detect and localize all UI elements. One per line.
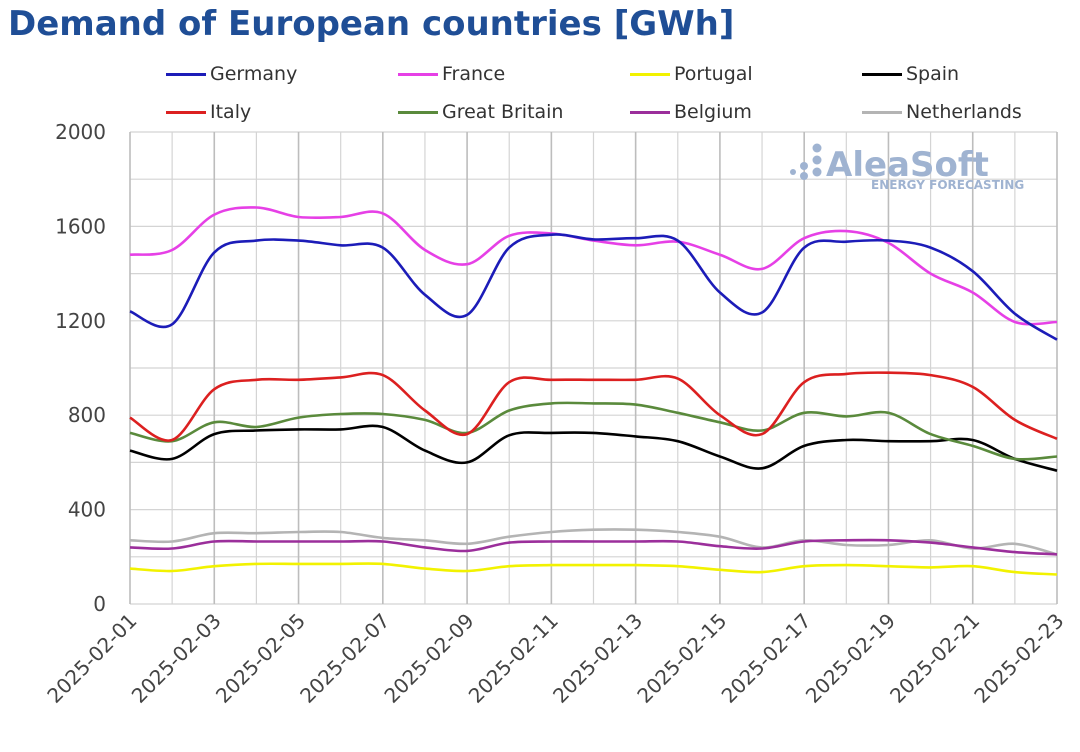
x-tick-label: 2025-02-21 [885, 609, 984, 708]
series-line-germany [129, 233, 1058, 341]
y-tick-label: 1200 [55, 309, 106, 333]
y-tick-label: 0 [93, 592, 106, 616]
legend-label: Portugal [674, 63, 753, 85]
legend-label: Spain [906, 63, 960, 85]
x-tick-label: 2025-02-03 [127, 609, 226, 708]
series-lines [129, 206, 1058, 576]
chart-legend: Germany France Portugal Spain Italy Great Bri… [0, 60, 1080, 130]
legend-swatch [862, 110, 902, 114]
x-tick-label: 2025-02-01 [42, 609, 141, 708]
legend-swatch [166, 110, 206, 114]
legend-item: Spain [862, 62, 959, 86]
x-tick-label: 2025-02-13 [548, 609, 647, 708]
watermark-dot-icon [800, 172, 808, 180]
watermark-brand: AleaSoft [826, 145, 989, 185]
watermark: AleaSoft ENERGY FORECASTING [790, 143, 1024, 192]
chart-title: Demand of European countries [GWh] [8, 4, 735, 44]
legend-swatch [398, 110, 438, 114]
x-tick-label: 2025-02-07 [295, 609, 394, 708]
series-line-portugal [129, 562, 1058, 576]
legend-item: Belgium [630, 100, 752, 124]
legend-label: Germany [210, 63, 298, 85]
legend-swatch [862, 72, 902, 76]
watermark-dot-icon [812, 155, 822, 165]
legend-swatch [166, 72, 206, 76]
series-line-italy [129, 371, 1058, 442]
grid-lines [129, 131, 1058, 605]
legend-label: France [442, 63, 506, 85]
legend-item: Netherlands [862, 100, 1022, 124]
x-tick-label: 2025-02-19 [801, 609, 900, 708]
watermark-dot-icon [800, 162, 808, 170]
x-tick-label: 2025-02-05 [211, 609, 310, 708]
series-line-belgium [129, 538, 1058, 556]
legend-item: Germany [166, 62, 297, 86]
legend-label: Italy [210, 101, 252, 123]
x-tick-label: 2025-02-15 [632, 609, 731, 708]
x-tick-label: 2025-02-11 [464, 609, 563, 708]
legend-item: Great Britain [398, 100, 563, 124]
legend-swatch [398, 72, 438, 76]
watermark-dot-icon [812, 167, 822, 177]
legend-item: Portugal [630, 62, 753, 86]
y-tick-label: 1600 [55, 214, 106, 238]
legend-label: Netherlands [906, 101, 1022, 123]
series-line-netherlands [129, 528, 1058, 556]
legend-item: France [398, 62, 505, 86]
legend-label: Belgium [674, 101, 752, 123]
y-tick-label: 400 [68, 498, 106, 522]
x-tick-label: 2025-02-17 [717, 609, 816, 708]
y-tick-label: 2000 [55, 120, 106, 144]
y-tick-label: 800 [68, 403, 106, 427]
watermark-dot-icon [812, 143, 822, 153]
legend-label: Great Britain [442, 101, 564, 123]
series-line-great-britain [129, 401, 1058, 461]
watermark-tagline: ENERGY FORECASTING [871, 178, 1024, 192]
legend-item: Italy [166, 100, 251, 124]
series-line-spain [129, 424, 1058, 472]
x-tick-label: 2025-02-23 [969, 609, 1068, 708]
watermark-dot-icon [790, 169, 796, 175]
legend-swatch [630, 110, 670, 114]
x-tick-label: 2025-02-09 [379, 609, 478, 708]
legend-swatch [630, 72, 670, 76]
